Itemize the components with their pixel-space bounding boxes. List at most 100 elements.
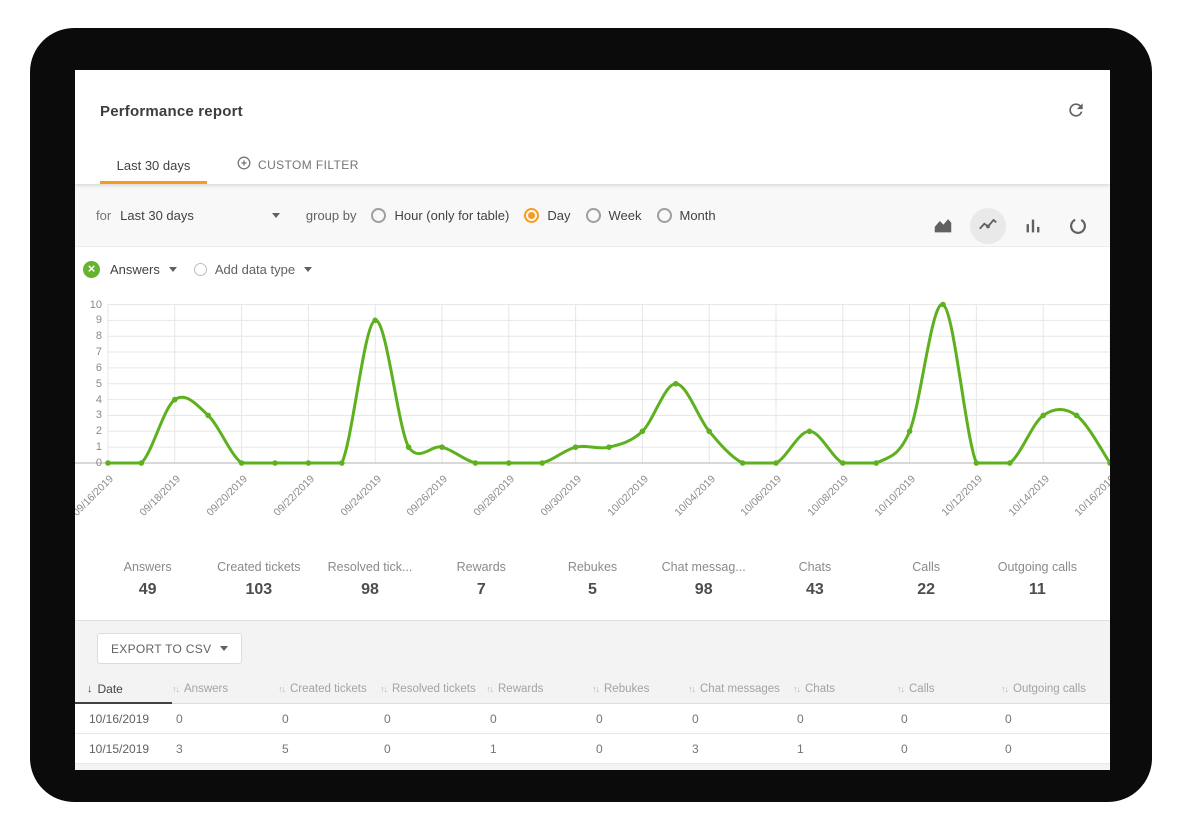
group-by-label: group by — [305, 207, 357, 223]
column-header-chats[interactable]: ↑↓ Chats — [793, 683, 897, 695]
tab-custom-filter[interactable]: CUSTOM FILTER — [227, 146, 369, 184]
bar-chart-icon[interactable] — [1015, 208, 1051, 244]
column-header-date[interactable]: ↓ Date — [75, 682, 172, 696]
series-type-select[interactable]: Answers — [110, 261, 160, 277]
sort-icon[interactable]: ↑↓ — [172, 683, 180, 694]
y-axis-tick-label: 5 — [95, 377, 102, 390]
y-axis-tick-label: 7 — [95, 346, 102, 359]
chart-plot-area — [75, 301, 1110, 466]
radio-icon[interactable] — [656, 207, 672, 223]
filter-bar: for Last 30 days group by Hour (only for… — [75, 184, 1110, 247]
y-axis-tick-label: 1 — [95, 441, 102, 454]
data-point — [973, 460, 980, 466]
stat-value: 98 — [361, 581, 379, 598]
data-point — [272, 460, 278, 466]
sort-icon[interactable]: ↑↓ — [688, 683, 696, 694]
data-point — [339, 460, 345, 466]
area-chart-icon[interactable] — [925, 208, 961, 244]
radio-week[interactable]: Week — [585, 207, 642, 223]
column-header-answers[interactable]: ↑↓ Answers — [172, 683, 278, 695]
x-axis-tick-label: 09/30/2019 — [538, 473, 585, 519]
cell-value: 0 — [797, 711, 804, 726]
column-header-label: Answers — [184, 682, 229, 695]
column-header-label: Rewards — [498, 682, 544, 695]
data-point — [138, 460, 145, 466]
sort-icon[interactable]: ↑↓ — [380, 683, 388, 694]
column-header-rebukes[interactable]: ↑↓ Rebukes — [592, 683, 688, 695]
chevron-down-icon[interactable] — [304, 266, 313, 272]
y-axis-tick-label: 2 — [95, 425, 102, 438]
y-axis-tick-label: 0 — [95, 457, 102, 469]
tab-last-30-days[interactable]: Last 30 days — [100, 146, 207, 184]
date-range-select[interactable]: Last 30 days — [120, 207, 194, 223]
table-row[interactable]: 10/16/2019 0 0 0 0 0 0 0 0 0 — [75, 704, 1110, 734]
add-data-type-select[interactable]: Add data type — [214, 261, 296, 277]
donut-chart-icon[interactable] — [1060, 208, 1096, 244]
x-axis-tick-label: 10/14/2019 — [1006, 473, 1052, 519]
radio-month[interactable]: Month — [656, 207, 716, 223]
cell-date: 10/16/2019 — [89, 711, 150, 726]
column-header-outgoing-calls[interactable]: ↑↓ Outgoing calls — [1001, 683, 1110, 695]
radio-selected-icon[interactable] — [524, 207, 540, 223]
radio-hour[interactable]: Hour (only for table) — [371, 207, 509, 223]
refresh-icon[interactable] — [1066, 100, 1088, 122]
sort-icon[interactable]: ↑↓ — [897, 683, 905, 694]
data-point — [606, 444, 612, 450]
data-point — [305, 460, 312, 466]
sort-icon[interactable]: ↑↓ — [1001, 683, 1009, 694]
x-axis-tick-label: 10/10/2019 — [872, 473, 919, 519]
table-row[interactable]: 10/15/2019 3 5 0 1 0 3 1 0 0 — [75, 734, 1110, 764]
column-header-label: Chats — [805, 682, 836, 695]
data-point — [873, 460, 879, 466]
cell-value: 5 — [282, 741, 289, 756]
table-section: EXPORT TO CSV ↓ Date ↑↓ Answers ↑↓ Created ti… — [75, 620, 1110, 770]
sort-icon[interactable]: ↑↓ — [486, 683, 494, 694]
column-header-label: Rebukes — [604, 682, 650, 695]
cell-value: 1 — [797, 741, 804, 756]
stat-label: Resolved tick... — [327, 560, 413, 574]
chevron-down-icon[interactable] — [271, 212, 280, 218]
y-axis-tick-label: 9 — [95, 314, 102, 327]
column-header-rewards[interactable]: ↑↓ Rewards — [486, 683, 592, 695]
y-axis-tick-label: 6 — [95, 361, 102, 374]
chevron-down-icon[interactable] — [168, 266, 177, 272]
radio-label: Week — [608, 207, 642, 223]
export-to-csv-button[interactable]: EXPORT TO CSV — [97, 633, 243, 664]
sort-icon[interactable]: ↑↓ — [278, 683, 286, 694]
app-header: Performance report Last 30 days CUSTOM F… — [75, 70, 1110, 184]
cell-value: 3 — [692, 741, 699, 756]
export-to-csv-label: EXPORT TO CSV — [111, 641, 212, 656]
x-axis-tick-label: 10/12/2019 — [939, 473, 985, 519]
remove-series-icon[interactable]: × — [83, 260, 100, 278]
column-header-chat-messages[interactable]: ↑↓ Chat messages — [688, 683, 793, 695]
data-point — [1073, 412, 1080, 419]
column-header-created-tickets[interactable]: ↑↓ Created tickets — [278, 683, 380, 695]
stat-label: Outgoing calls — [997, 560, 1077, 574]
data-point — [405, 444, 412, 450]
x-axis-tick-label: 10/08/2019 — [805, 473, 852, 519]
stat-label: Rebukes — [567, 560, 618, 574]
line-chart-icon[interactable] — [970, 208, 1006, 244]
cell-value: 0 — [901, 741, 908, 756]
radio-icon[interactable] — [585, 207, 601, 223]
stat-value: 103 — [245, 581, 273, 598]
column-header-resolved-tickets[interactable]: ↑↓ Resolved tickets — [380, 683, 486, 695]
radio-label: Month — [679, 207, 716, 223]
radio-icon[interactable] — [371, 207, 387, 223]
cell-value: 1 — [490, 741, 497, 756]
sort-desc-icon[interactable]: ↓ — [87, 682, 93, 695]
stat-card-6: Chats 43 — [759, 545, 870, 620]
page-title: Performance report — [100, 103, 243, 120]
radio-label: Day — [547, 207, 571, 223]
data-point — [840, 460, 846, 466]
stat-card-2: Resolved tick... 98 — [314, 545, 425, 620]
column-header-calls[interactable]: ↑↓ Calls — [897, 683, 1001, 695]
cell-value: 0 — [490, 711, 497, 726]
sort-icon[interactable]: ↑↓ — [592, 683, 600, 694]
data-point — [639, 428, 646, 435]
cell-value: 0 — [901, 711, 908, 726]
sort-icon[interactable]: ↑↓ — [793, 683, 801, 694]
x-axis-tick-label: 10/02/2019 — [605, 473, 651, 519]
cell-value: 0 — [384, 741, 391, 756]
radio-day[interactable]: Day — [524, 207, 571, 223]
